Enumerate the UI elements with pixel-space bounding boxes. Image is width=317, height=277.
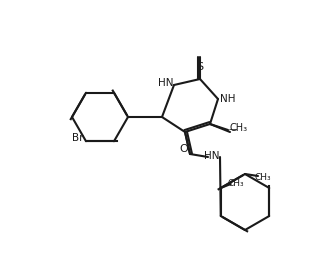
Text: S: S — [197, 62, 204, 72]
Text: Br: Br — [72, 133, 84, 143]
Text: HN: HN — [158, 78, 174, 88]
Text: —: — — [229, 125, 237, 135]
Text: CH₃: CH₃ — [230, 123, 248, 133]
Text: CH₃: CH₃ — [255, 173, 271, 181]
Text: CH₃: CH₃ — [227, 178, 244, 188]
Text: HN: HN — [204, 151, 220, 161]
Text: O: O — [180, 144, 188, 154]
Text: NH: NH — [220, 94, 236, 104]
